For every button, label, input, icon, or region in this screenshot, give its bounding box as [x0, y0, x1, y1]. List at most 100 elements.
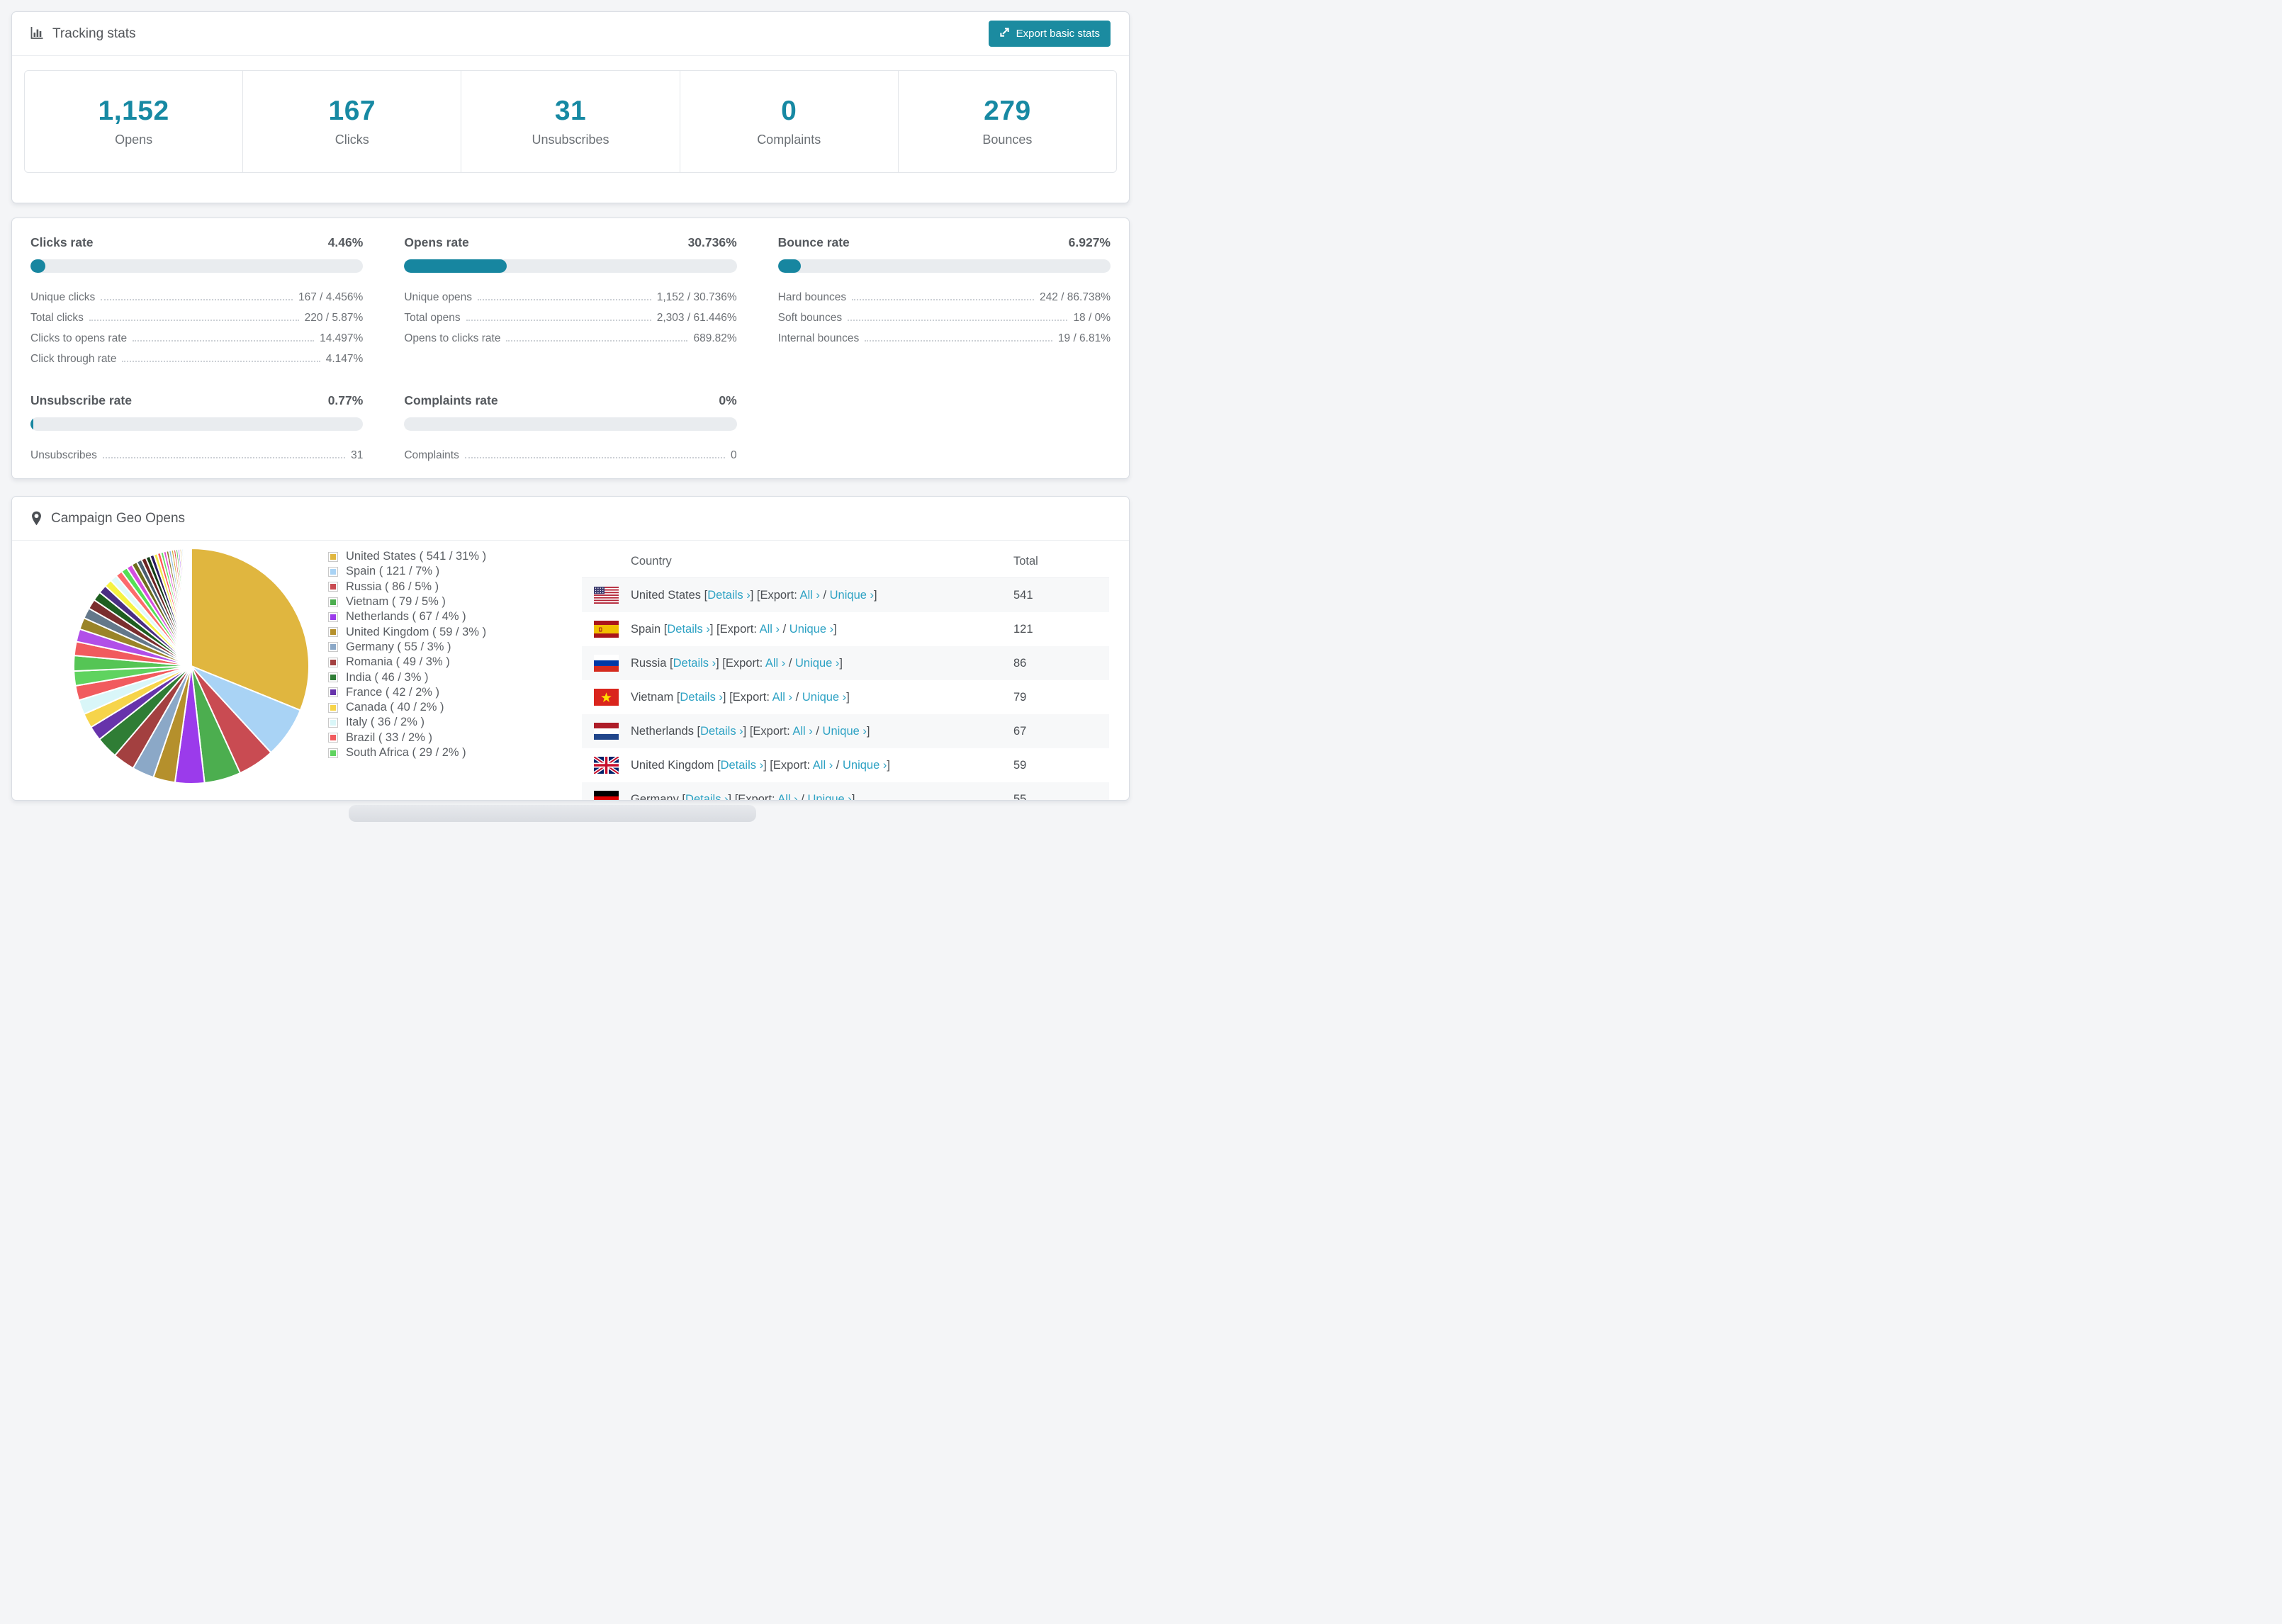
geo-slash: /: [785, 656, 796, 670]
rate-row: Soft bounces 18 / 0%: [778, 306, 1111, 327]
stat-box-opens: 1,152 Opens: [25, 71, 242, 172]
rate-row: Complaints 0: [404, 444, 736, 464]
legend-swatch-icon: [328, 687, 338, 698]
rate-percent: 0%: [719, 393, 737, 407]
stat-value: 1,152: [98, 96, 169, 126]
rate-progress-bar: [777, 259, 1111, 273]
legend-item-france[interactable]: France ( 42 / 2% ): [328, 685, 486, 700]
legend-label: Italy ( 36 / 2% ): [346, 716, 425, 729]
rate-rows: Unique opens 1,152 / 30.736% Total opens 2,…: [404, 286, 736, 347]
rate-row: Unique clicks 167 / 4.456%: [30, 286, 363, 306]
export-basic-stats-button[interactable]: Export basic stats: [988, 21, 1111, 47]
details-link[interactable]: Details ›: [667, 622, 710, 636]
legend-swatch-icon: [328, 733, 338, 743]
export-icon: [999, 27, 1010, 40]
export-all-link[interactable]: All ›: [792, 724, 813, 738]
legend-item-germany[interactable]: Germany ( 55 / 3% ): [328, 640, 486, 655]
rates-grid: Clicks rate 4.46% Unique clicks 167 / 4.456…: [30, 235, 1111, 464]
rate-row: Hard bounces 242 / 86.738%: [778, 286, 1111, 306]
legend-item-vietnam[interactable]: Vietnam ( 79 / 5% ): [328, 594, 486, 609]
rate-rows: Unique clicks 167 / 4.456% Total clicks 220…: [30, 286, 363, 368]
legend-item-italy[interactable]: Italy ( 36 / 2% ): [328, 715, 486, 730]
export-unique-link[interactable]: Unique ›: [795, 656, 840, 670]
geo-country-name: Germany [: [631, 792, 686, 801]
geo-opens-header: Campaign Geo Opens: [12, 497, 1129, 541]
geo-table-row-es: Spain [Details ›] [Export: All › / Uniqu…: [582, 612, 1109, 646]
horizontal-scrollbar[interactable]: [349, 805, 756, 822]
geo-table-row-gb: United Kingdom [Details ›] [Export: All …: [582, 748, 1109, 782]
bar-chart-icon: [30, 27, 44, 40]
details-link[interactable]: Details ›: [673, 656, 716, 670]
geo-bracket: ]: [833, 622, 837, 636]
export-unique-link[interactable]: Unique ›: [802, 690, 847, 704]
rate-title-row: Opens rate 30.736%: [404, 235, 736, 250]
export-all-link[interactable]: All ›: [759, 622, 780, 636]
legend-label: Russia ( 86 / 5% ): [346, 580, 439, 593]
rate-row-value: 18 / 0%: [1073, 312, 1111, 324]
rate-row-label: Complaints: [404, 449, 459, 461]
export-unique-link[interactable]: Unique ›: [822, 724, 867, 738]
rate-percent: 4.46%: [327, 235, 364, 249]
geo-row-text: Vietnam [Details ›] [Export: All › / Uni…: [631, 691, 1013, 704]
geo-bracket: ]: [866, 724, 870, 738]
legend-swatch-icon: [328, 642, 338, 653]
geo-bracket: ]: [846, 690, 850, 704]
legend-item-romania[interactable]: Romania ( 49 / 3% ): [328, 655, 486, 670]
legend-item-south-africa[interactable]: South Africa ( 29 / 2% ): [328, 745, 486, 760]
details-link[interactable]: Details ›: [680, 690, 723, 704]
export-all-link[interactable]: All ›: [765, 656, 786, 670]
geo-pie-legend: United States ( 541 / 31% ) Spain ( 121 /…: [328, 549, 486, 760]
rate-row-value: 14.497%: [320, 332, 364, 344]
export-all-link[interactable]: All ›: [812, 758, 833, 772]
legend-swatch-icon: [328, 657, 338, 667]
legend-item-brazil[interactable]: Brazil ( 33 / 2% ): [328, 731, 486, 745]
legend-item-united-kingdom[interactable]: United Kingdom ( 59 / 3% ): [328, 624, 486, 639]
geo-bracket: ] [Export:: [709, 622, 760, 636]
geo-slash: /: [780, 622, 789, 636]
export-all-link[interactable]: All ›: [777, 792, 798, 801]
details-link[interactable]: Details ›: [700, 724, 743, 738]
dashboard-page: Tracking stats Export basic stats 1,152 O…: [0, 0, 1141, 822]
export-unique-link[interactable]: Unique ›: [842, 758, 887, 772]
geo-table-row-de: Germany [Details ›] [Export: All › / Uni…: [582, 782, 1109, 801]
stat-value: 279: [984, 96, 1031, 126]
rate-row-value: 0: [731, 449, 737, 461]
rate-row-value: 4.147%: [325, 353, 364, 365]
geo-col-country: Country: [631, 554, 672, 568]
legend-item-spain[interactable]: Spain ( 121 / 7% ): [328, 564, 486, 579]
legend-label: Netherlands ( 67 / 4% ): [346, 610, 466, 624]
export-all-link[interactable]: All ›: [799, 588, 820, 602]
legend-label: United States ( 541 / 31% ): [346, 550, 487, 563]
details-link[interactable]: Details ›: [685, 792, 729, 801]
rate-block-bounce-rate: Bounce rate 6.927% Hard bounces 242 / 86.73…: [777, 235, 1111, 368]
export-unique-link[interactable]: Unique ›: [789, 622, 834, 636]
rate-block-unsubscribe-rate: Unsubscribe rate 0.77% Unsubscribes 31: [30, 393, 364, 464]
geo-country-name: Spain [: [631, 622, 668, 636]
legend-item-netherlands[interactable]: Netherlands ( 67 / 4% ): [328, 609, 486, 624]
us-flag-icon: [594, 587, 619, 604]
rate-row-value: 220 / 5.87%: [304, 312, 364, 324]
legend-item-canada[interactable]: Canada ( 40 / 2% ): [328, 700, 486, 715]
legend-item-india[interactable]: India ( 46 / 3% ): [328, 670, 486, 684]
geo-table-row-vn: Vietnam [Details ›] [Export: All › / Uni…: [582, 680, 1109, 714]
rate-row: Click through rate 4.147%: [30, 347, 363, 368]
export-all-link[interactable]: All ›: [772, 690, 793, 704]
dotted-leader: [478, 299, 651, 300]
legend-swatch-icon: [328, 582, 338, 592]
pie-slice-united-states[interactable]: [191, 547, 310, 711]
geo-row-text: United States [Details ›] [Export: All ›…: [631, 589, 1013, 602]
rate-rows: Unsubscribes 31: [30, 444, 363, 464]
legend-label: Romania ( 49 / 3% ): [346, 655, 450, 669]
rate-percent: 30.736%: [687, 235, 737, 249]
details-link[interactable]: Details ›: [720, 758, 764, 772]
legend-item-russia[interactable]: Russia ( 86 / 5% ): [328, 580, 486, 594]
rate-title: Bounce rate: [777, 235, 850, 249]
rate-row-value: 2,303 / 61.446%: [656, 312, 737, 324]
rate-rows: Complaints 0: [404, 444, 736, 464]
export-unique-link[interactable]: Unique ›: [807, 792, 852, 801]
export-unique-link[interactable]: Unique ›: [829, 588, 875, 602]
rate-row-label: Opens to clicks rate: [404, 332, 501, 344]
legend-item-united-states[interactable]: United States ( 541 / 31% ): [328, 549, 486, 564]
details-link[interactable]: Details ›: [707, 588, 751, 602]
vn-flag-icon: [594, 689, 619, 706]
